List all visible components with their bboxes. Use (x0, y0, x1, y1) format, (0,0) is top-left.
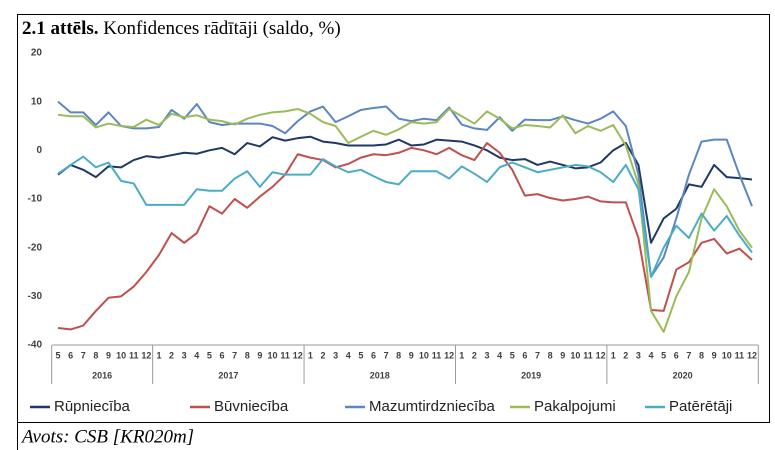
x-tick-label: 8 (93, 350, 98, 360)
y-tick-label: -40 (28, 340, 43, 351)
x-tick-label: 2 (623, 350, 628, 360)
y-tick-label: -10 (28, 194, 43, 205)
x-tick-label: 5 (661, 350, 666, 360)
series-line (57, 107, 753, 333)
chart-title: 2.1 attēls. Konfidences rādītāji (saldo,… (22, 18, 341, 39)
x-tick-label: 3 (182, 350, 187, 360)
legend-label: Būvniecība (214, 398, 289, 415)
x-tick-label: 7 (535, 350, 540, 360)
x-tick-label: 8 (699, 350, 704, 360)
series-line (57, 135, 753, 244)
x-tick-label: 10 (722, 350, 732, 360)
year-label: 2019 (521, 370, 541, 380)
x-tick-label: 1 (308, 350, 313, 360)
x-tick-label: 8 (396, 350, 401, 360)
x-tick-label: 10 (570, 350, 580, 360)
x-tick-label: 10 (268, 350, 278, 360)
x-tick-label: 9 (257, 350, 262, 360)
x-tick-label: 11 (280, 350, 290, 360)
y-tick-label: 0 (36, 145, 42, 156)
title-text: Konfidences rādītāji (saldo, %) (103, 18, 340, 39)
x-tick-label: 5 (510, 350, 515, 360)
x-tick-label: 7 (232, 350, 237, 360)
year-label: 2016 (92, 370, 112, 380)
legend-label: Rūpniecība (54, 398, 131, 415)
y-tick-label: -20 (28, 242, 43, 253)
x-tick-label: 3 (636, 350, 641, 360)
legend-label: Pakalpojumi (534, 398, 616, 415)
x-tick-label: 7 (384, 350, 389, 360)
x-tick-label: 2 (320, 350, 325, 360)
x-tick-label: 6 (522, 350, 527, 360)
y-tick-label: -30 (28, 291, 43, 302)
year-label: 2018 (370, 370, 390, 380)
x-tick-label: 9 (712, 350, 717, 360)
x-tick-label: 4 (346, 350, 351, 360)
x-tick-label: 11 (735, 350, 745, 360)
legend-label: Mazumtirdzniecība (369, 398, 496, 415)
x-tick-label: 6 (220, 350, 225, 360)
x-tick-label: 6 (371, 350, 376, 360)
x-tick-label: 3 (485, 350, 490, 360)
series-line (57, 100, 753, 278)
x-tick-label: 5 (55, 350, 60, 360)
x-tick-label: 1 (156, 350, 161, 360)
x-tick-label: 2 (169, 350, 174, 360)
x-tick-label: 4 (194, 350, 199, 360)
x-tick-label: 12 (141, 350, 151, 360)
x-tick-label: 10 (419, 350, 429, 360)
x-tick-label: 6 (68, 350, 73, 360)
source: Avots: CSB [KR020m] (20, 426, 194, 447)
year-label: 2020 (673, 370, 693, 380)
legend-label: Patērētāji (669, 398, 732, 415)
year-label: 2017 (218, 370, 238, 380)
x-tick-label: 9 (409, 350, 414, 360)
x-tick-label: 9 (560, 350, 565, 360)
x-tick-label: 5 (358, 350, 363, 360)
x-tick-label: 6 (674, 350, 679, 360)
x-tick-label: 1 (611, 350, 616, 360)
x-tick-label: 12 (444, 350, 454, 360)
x-tick-label: 8 (245, 350, 250, 360)
x-tick-label: 12 (596, 350, 606, 360)
x-tick-label: 9 (106, 350, 111, 360)
x-tick-label: 7 (686, 350, 691, 360)
frame (17, 14, 770, 423)
x-tick-label: 5 (207, 350, 212, 360)
x-tick-label: 8 (548, 350, 553, 360)
x-tick-label: 12 (293, 350, 303, 360)
title-label: 2.1 attēls. (22, 18, 99, 39)
x-tick-label: 3 (333, 350, 338, 360)
x-tick-label: 11 (583, 350, 593, 360)
series-line (57, 142, 753, 331)
y-tick-label: 20 (31, 48, 43, 59)
x-tick-label: 2 (472, 350, 477, 360)
x-tick-label: 10 (116, 350, 126, 360)
x-tick-label: 7 (81, 350, 86, 360)
x-tick-label: 12 (747, 350, 757, 360)
y-tick-label: 10 (31, 96, 43, 107)
x-tick-label: 11 (129, 350, 139, 360)
series-line (57, 155, 753, 278)
x-tick-label: 4 (497, 350, 502, 360)
x-tick-label: 11 (432, 350, 442, 360)
x-tick-label: 4 (649, 350, 654, 360)
x-tick-label: 1 (459, 350, 464, 360)
